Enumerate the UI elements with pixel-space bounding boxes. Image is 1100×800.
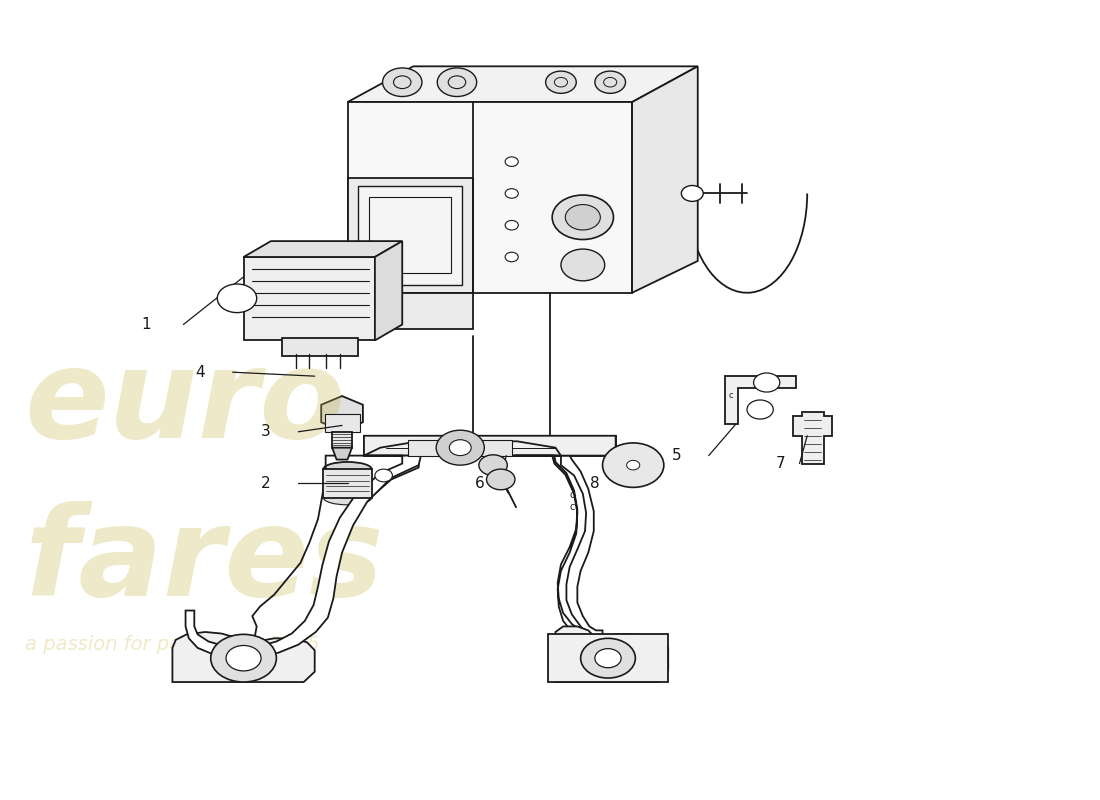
Polygon shape [332,432,352,448]
Ellipse shape [323,462,372,476]
Polygon shape [408,440,512,456]
Circle shape [595,71,626,94]
Circle shape [449,440,471,456]
Circle shape [561,249,605,281]
Text: 7: 7 [776,456,785,471]
Circle shape [375,469,393,482]
Circle shape [383,68,422,97]
Circle shape [505,189,518,198]
Circle shape [211,634,276,682]
Circle shape [226,646,261,671]
Text: a passion for parts since 1985: a passion for parts since 1985 [24,635,319,654]
Polygon shape [348,102,632,293]
Polygon shape [793,412,833,463]
Polygon shape [359,186,462,285]
Polygon shape [173,632,315,682]
Circle shape [505,252,518,262]
Circle shape [565,205,601,230]
Circle shape [505,221,518,230]
Polygon shape [515,456,581,638]
Text: 5: 5 [672,448,681,463]
Polygon shape [243,241,403,257]
Circle shape [581,638,636,678]
Circle shape [603,443,663,487]
Circle shape [218,284,256,313]
Polygon shape [243,257,375,341]
Polygon shape [323,469,372,498]
Polygon shape [348,293,473,329]
Text: c: c [728,391,733,401]
Polygon shape [375,241,403,341]
Text: 4: 4 [196,365,206,380]
Polygon shape [324,414,360,432]
Circle shape [681,186,703,202]
Polygon shape [226,290,248,306]
Circle shape [747,400,773,419]
Circle shape [595,649,621,668]
Text: 6: 6 [474,476,484,491]
Circle shape [505,157,518,166]
Circle shape [438,68,476,97]
Polygon shape [548,634,668,682]
Polygon shape [364,436,616,456]
Text: 8: 8 [590,476,600,491]
Polygon shape [364,436,616,456]
Text: euro: euro [24,342,345,463]
Text: 2: 2 [262,476,271,491]
Text: c: c [569,490,574,500]
Circle shape [437,430,484,465]
Text: c: c [569,502,574,512]
Circle shape [478,455,507,475]
Polygon shape [282,338,359,356]
Ellipse shape [323,490,372,505]
Polygon shape [186,456,421,658]
Polygon shape [632,66,697,293]
Circle shape [754,373,780,392]
Circle shape [627,460,640,470]
Text: 1: 1 [141,317,151,332]
Polygon shape [332,448,352,459]
Polygon shape [556,626,668,682]
Text: fares: fares [24,502,384,622]
Circle shape [552,195,614,239]
Text: 3: 3 [261,424,271,439]
Circle shape [546,71,576,94]
Polygon shape [725,376,796,424]
Circle shape [486,469,515,490]
Polygon shape [348,178,473,293]
Polygon shape [506,456,603,638]
Polygon shape [348,66,697,102]
